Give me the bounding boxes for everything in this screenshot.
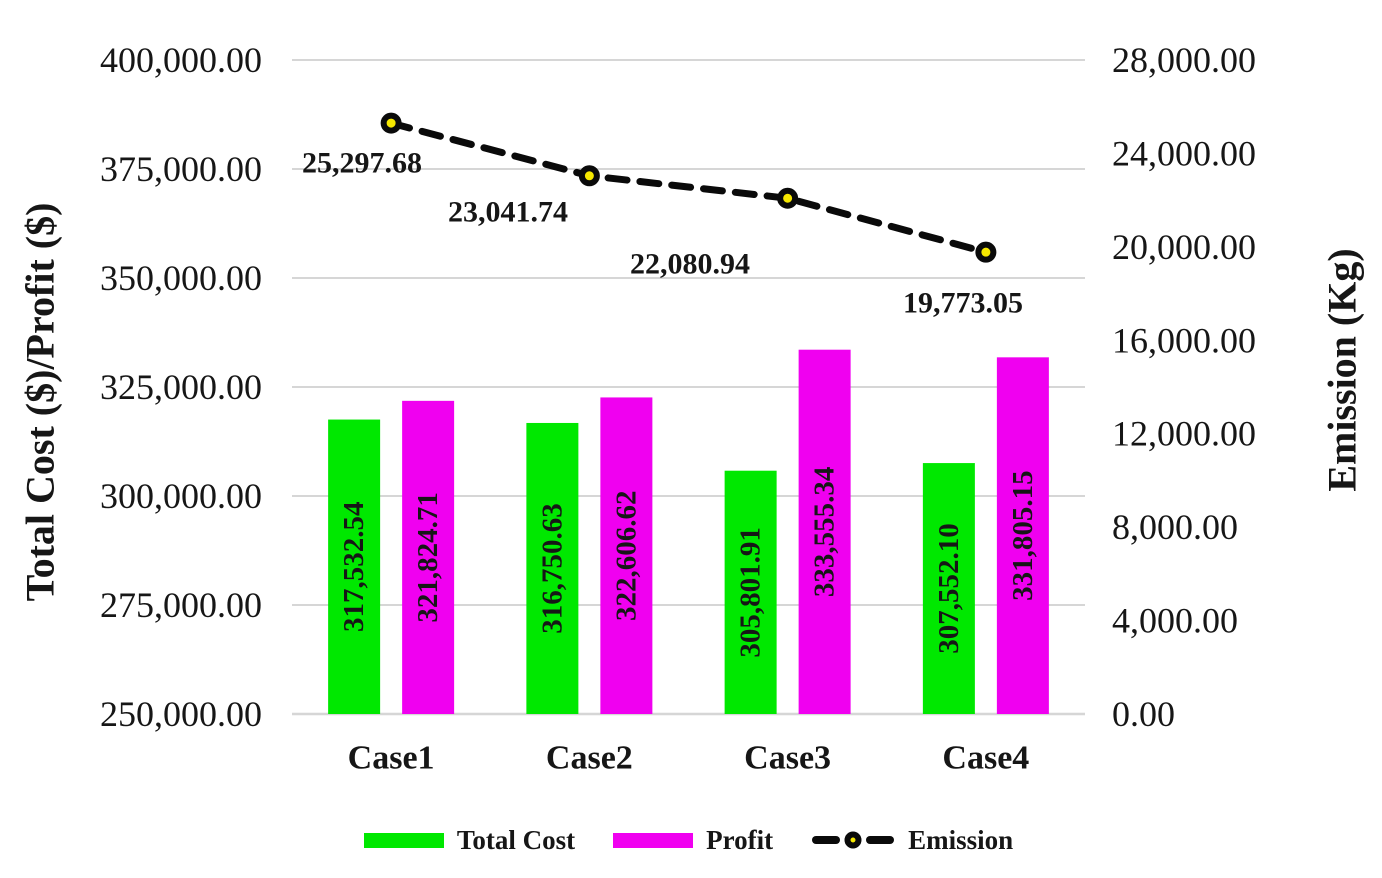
- left-axis-tick-label: 325,000.00: [100, 367, 262, 407]
- bar-total-cost-case4: [922, 463, 975, 714]
- left-axis-tick-label: 400,000.00: [100, 40, 262, 80]
- legend-item-total-cost: Total Cost: [363, 824, 576, 856]
- left-axis-tick-label: 275,000.00: [100, 585, 262, 625]
- emission-dashed-marker-icon: [812, 831, 895, 849]
- bar-profit-case2: [600, 397, 653, 714]
- emission-marker-case1: [380, 112, 402, 134]
- emission-value-label: 25,297.68: [302, 147, 422, 180]
- left-axis-tick-label: 375,000.00: [100, 149, 262, 189]
- emission-line: [387, 119, 990, 256]
- right-axis-tick-label: 0.00: [1112, 694, 1175, 734]
- legend-label-total-cost: Total Cost: [456, 824, 576, 855]
- right-axis-tick-label: 16,000.00: [1112, 320, 1256, 360]
- bar-profit-case4: [996, 357, 1049, 714]
- bar-value-label: 322,606.62: [610, 490, 642, 621]
- emission-value-label: 23,041.74: [448, 196, 568, 229]
- bar-total-cost-case2: [526, 422, 579, 714]
- bar-value-label: 317,532.54: [338, 502, 370, 633]
- emission-value-label: 19,773.05: [903, 287, 1023, 320]
- bar-profit-case3: [798, 349, 851, 714]
- category-label-case4: Case4: [942, 740, 1029, 777]
- legend-item-emission: Emission: [811, 825, 1013, 856]
- bar-total-cost-case1: [328, 419, 381, 714]
- category-label-case1: Case1: [348, 740, 435, 777]
- bar-value-label: 307,552.10: [933, 523, 965, 654]
- right-axis-tick-label: 12,000.00: [1112, 414, 1256, 454]
- legend-label-emission: Emission: [908, 824, 1014, 855]
- category-label-case2: Case2: [546, 740, 633, 777]
- right-axis-tick-label: 4,000.00: [1112, 601, 1238, 641]
- emission-value-label: 22,080.94: [630, 248, 750, 281]
- bar-value-label: 321,824.71: [412, 492, 444, 623]
- bar-value-label: 316,750.63: [536, 503, 568, 634]
- bar-value-label: 331,805.15: [1007, 470, 1039, 601]
- left-axis-tick-label: 300,000.00: [100, 476, 262, 516]
- bar-profit-case1: [402, 400, 455, 714]
- legend-label-profit: Profit: [706, 824, 774, 855]
- left-axis-tick-label: 250,000.00: [100, 694, 262, 734]
- emission-marker-case4: [975, 241, 997, 263]
- right-axis-tick-label: 8,000.00: [1112, 507, 1238, 547]
- legend-item-profit: Profit: [613, 825, 773, 856]
- bar-total-cost-case3: [724, 470, 777, 714]
- right-axis-tick-label: 28,000.00: [1112, 40, 1256, 80]
- total-cost-swatch-icon: [363, 832, 444, 848]
- bar-value-label: 333,555.34: [809, 467, 841, 598]
- legend: Total Cost Profit Emission: [292, 818, 1085, 862]
- emission-marker-case2: [578, 165, 600, 187]
- right-axis-tick-label: 24,000.00: [1112, 133, 1256, 173]
- left-axis-tick-label: 350,000.00: [100, 258, 262, 298]
- legend-marker: [844, 831, 862, 849]
- category-label-case3: Case3: [744, 740, 831, 777]
- emission-marker-case3: [777, 187, 799, 209]
- bar-value-label: 305,801.91: [735, 527, 767, 658]
- profit-swatch-icon: [613, 832, 694, 848]
- right-axis-tick-label: 20,000.00: [1112, 227, 1256, 267]
